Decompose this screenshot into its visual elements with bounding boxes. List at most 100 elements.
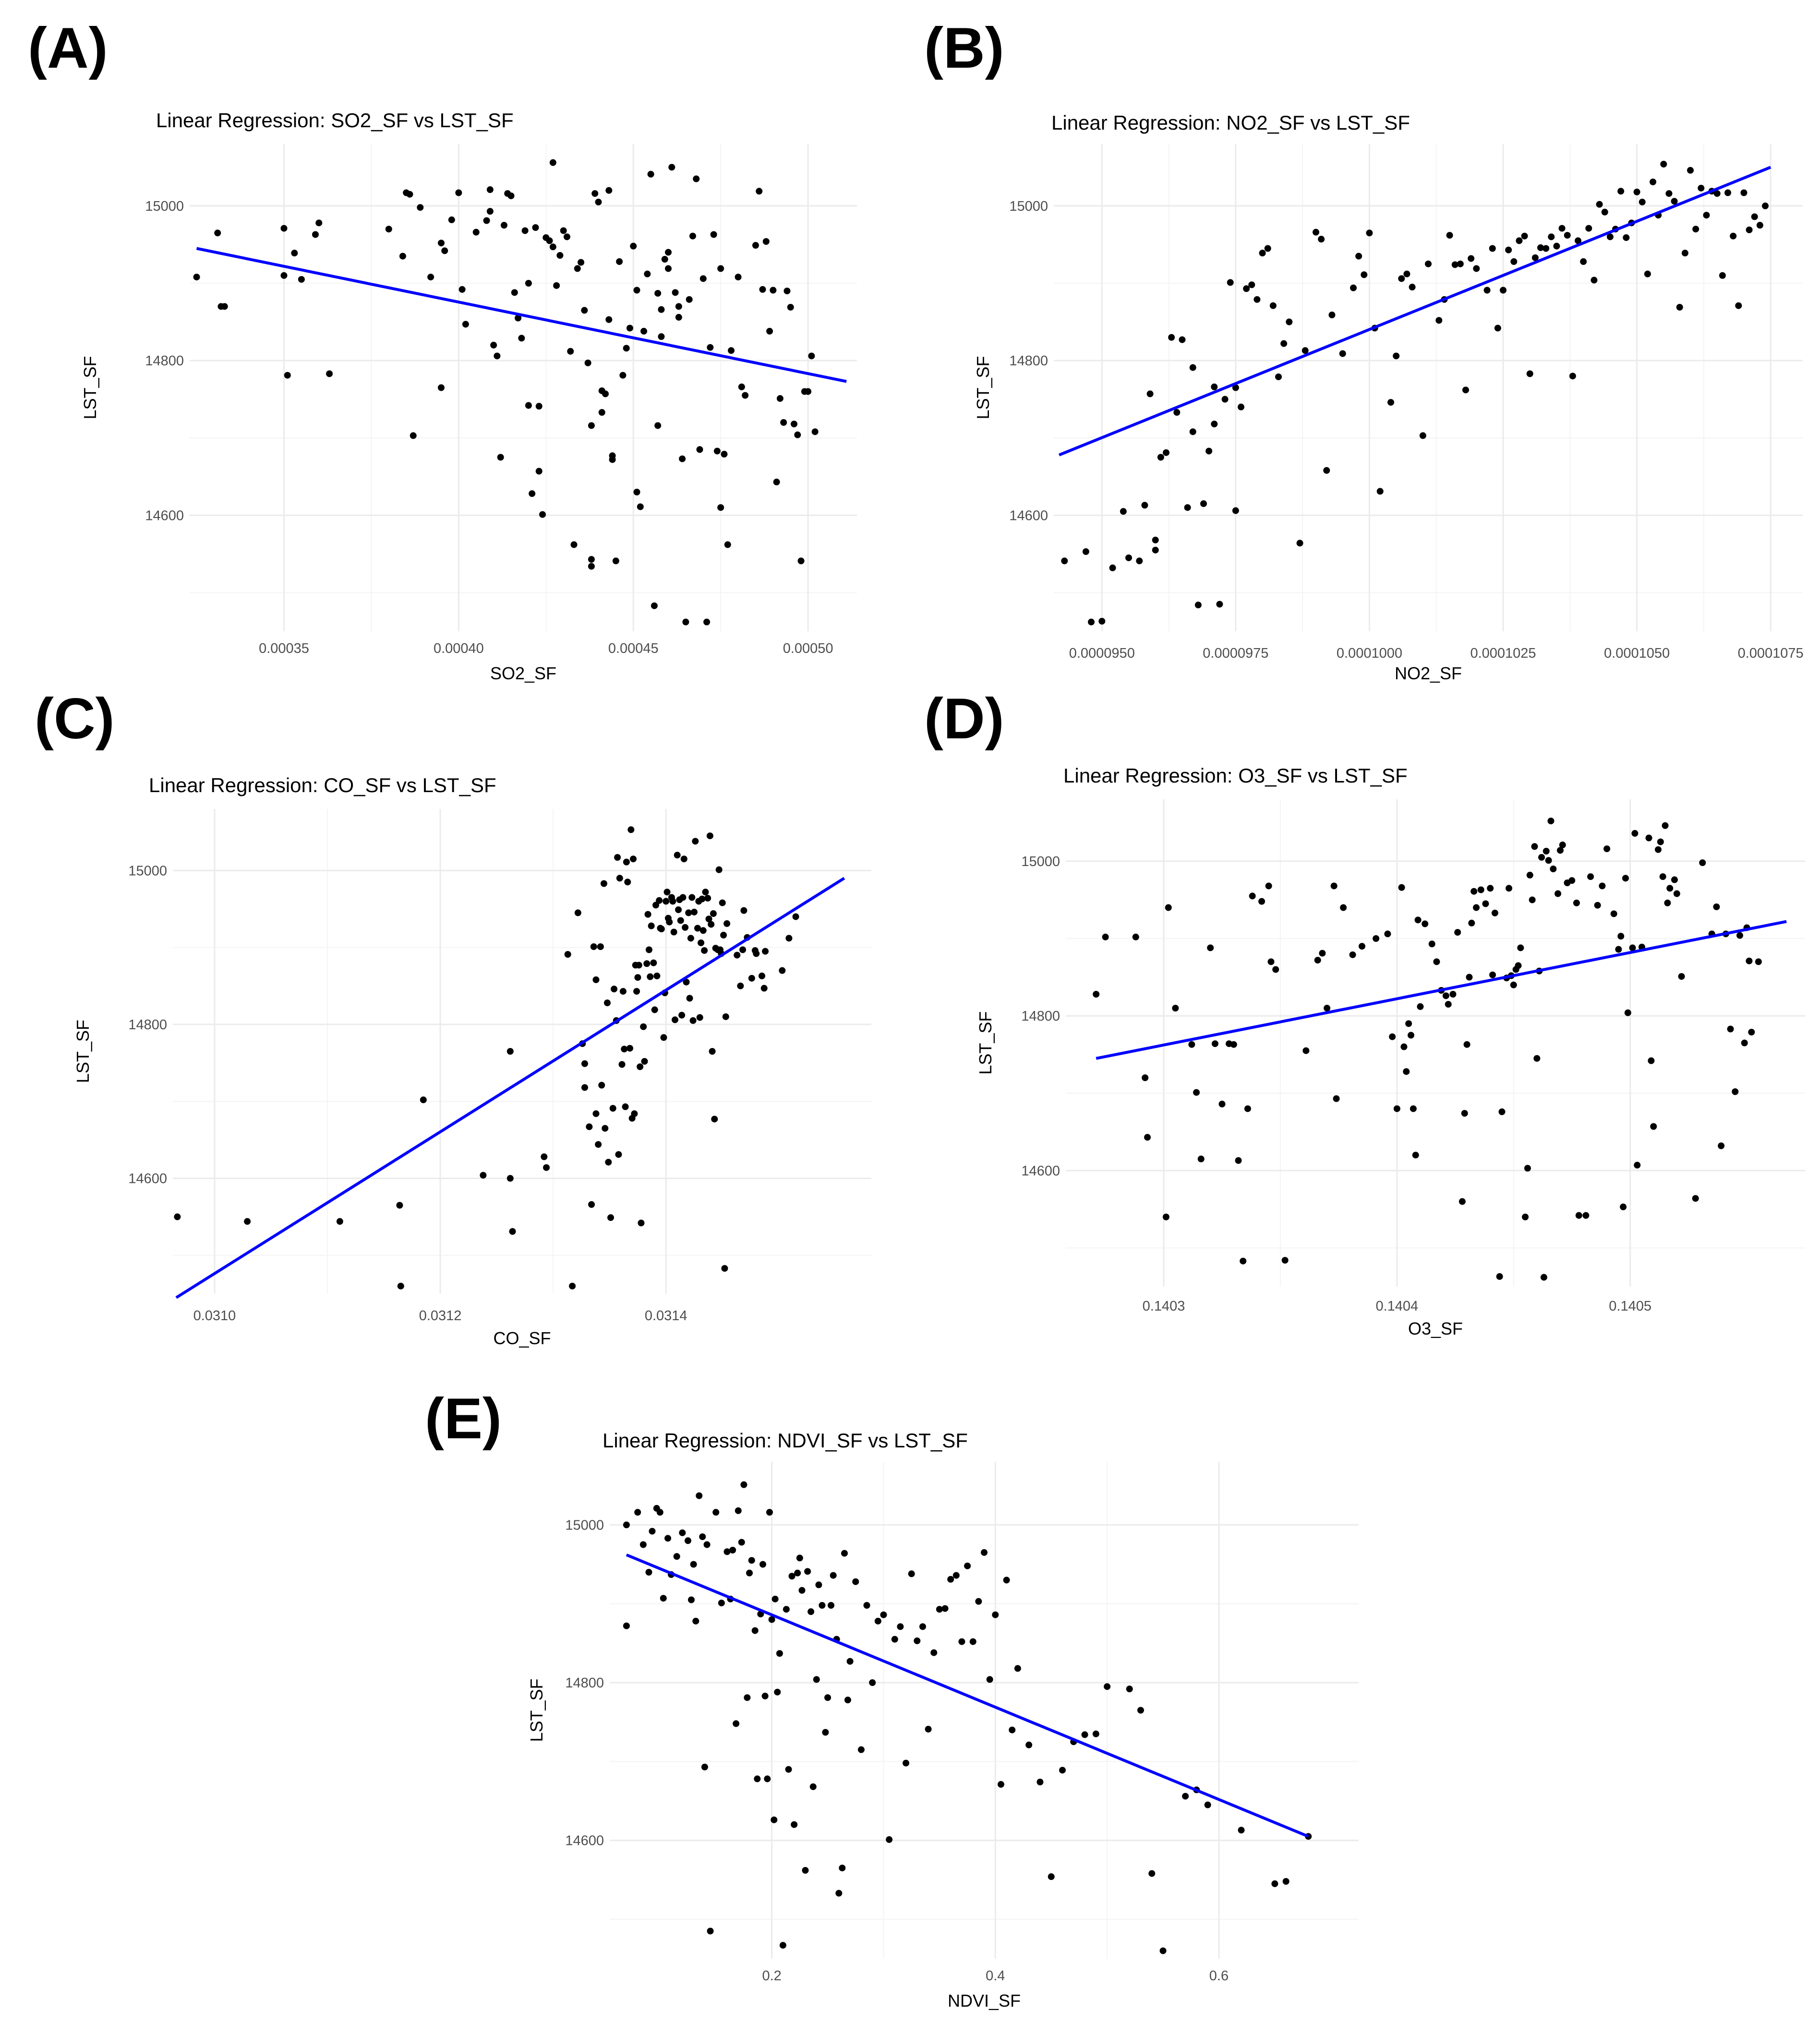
chart-panel-a: 0.00035 0.00040 0.00045 0.00050 14600 14800 15… [80,109,857,683]
data-point [1238,1827,1245,1834]
x-tick-label: 0.0000950 [1069,646,1135,661]
data-point [1240,1257,1247,1264]
data-point [592,976,600,983]
data-point [615,1151,622,1158]
data-point [673,1553,680,1560]
data-point [543,1164,550,1171]
data-point [703,1541,711,1548]
data-point [623,858,630,866]
data-point [794,431,801,438]
data-point [1573,899,1580,906]
data-point [1756,222,1763,229]
data-point [650,959,657,966]
data-point [738,1539,745,1546]
data-point [1216,601,1223,608]
data-point [1735,302,1742,309]
data-point [754,1775,761,1782]
data-point [1048,1873,1055,1880]
data-point [1531,843,1538,850]
data-point [672,1016,679,1024]
data-point [1634,1162,1641,1169]
data-point [1003,1577,1010,1584]
data-point [1384,930,1391,938]
data-point [609,456,616,463]
data-point [1505,246,1512,253]
data-point [805,388,812,395]
data-point [633,489,640,495]
data-point [1473,265,1480,272]
regression-line [1059,166,1772,457]
data-point [564,951,571,958]
data-point [680,855,687,863]
data-point [1254,296,1261,303]
data-point [1162,1214,1169,1220]
data-point [1271,1880,1278,1887]
x-tick-label: 0.0001050 [1604,646,1670,661]
data-point [1159,1947,1167,1954]
data-point [802,1867,809,1874]
data-point [947,1576,954,1583]
data-point [734,951,741,959]
x-tick-label: 0.0001000 [1337,646,1402,661]
data-point [1639,198,1646,205]
data-point [720,931,727,939]
data-point [437,240,445,247]
data-point [1419,432,1426,439]
data-point [969,1638,976,1645]
data-point [336,1218,343,1225]
data-point [605,1158,612,1166]
data-point [1163,449,1169,456]
data-point [214,229,221,237]
data-point [494,352,501,360]
data-point [623,1521,630,1529]
data-point [280,225,288,232]
data-point [964,1562,971,1569]
data-point [1389,1033,1396,1040]
chart-title: Linear Regression: SO2_SF vs LST_SF [156,109,514,132]
data-point [1414,916,1422,924]
data-point [525,280,532,287]
data-point [822,1729,829,1736]
data-point [396,1202,403,1209]
x-axis-title: NDVI_SF [948,1991,1021,2011]
y-tick-label: 14800 [565,1675,604,1691]
x-tick-label: 0.0000975 [1203,646,1268,661]
data-point [588,1201,595,1208]
data-point [1665,190,1673,197]
data-point [692,1617,699,1625]
data-point [660,1595,667,1602]
data-point [1393,1105,1400,1112]
data-point [718,1600,725,1607]
data-point [645,1569,652,1576]
data-point [975,1598,982,1605]
data-point [1454,929,1461,936]
data-point [574,265,581,272]
data-point [1623,234,1630,241]
data-point [653,972,661,979]
data-point [1330,882,1338,890]
data-point [1157,454,1164,461]
data-point [699,895,706,903]
chart-title: Linear Regression: NDVI_SF vs LST_SF [603,1429,968,1452]
data-point [1449,991,1457,998]
data-point [1650,178,1656,185]
data-point [1556,847,1564,854]
data-point [661,256,668,263]
data-point [1681,250,1688,257]
data-point [1211,421,1218,428]
data-point [1173,409,1181,416]
data-point [1249,892,1256,900]
data-point [1506,885,1513,892]
data-point [427,274,434,281]
data-point [688,894,696,901]
data-point [592,1110,600,1117]
data-point [925,1725,932,1733]
data-point [698,939,705,946]
data-point [1533,1055,1541,1062]
data-point [1457,260,1464,267]
chart-title: Linear Regression: CO_SF vs LST_SF [149,774,496,796]
data-point [553,282,560,289]
data-point [1741,1039,1748,1047]
data-point [1425,260,1432,267]
data-point [701,947,708,954]
